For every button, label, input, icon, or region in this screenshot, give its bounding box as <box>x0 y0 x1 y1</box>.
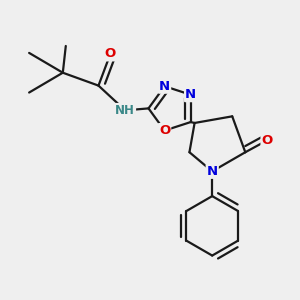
Text: O: O <box>105 47 116 60</box>
Text: N: N <box>185 88 196 101</box>
Text: N: N <box>207 165 218 178</box>
Text: NH: NH <box>115 104 135 117</box>
Text: O: O <box>159 124 170 137</box>
Text: N: N <box>159 80 170 93</box>
Text: O: O <box>262 134 273 147</box>
